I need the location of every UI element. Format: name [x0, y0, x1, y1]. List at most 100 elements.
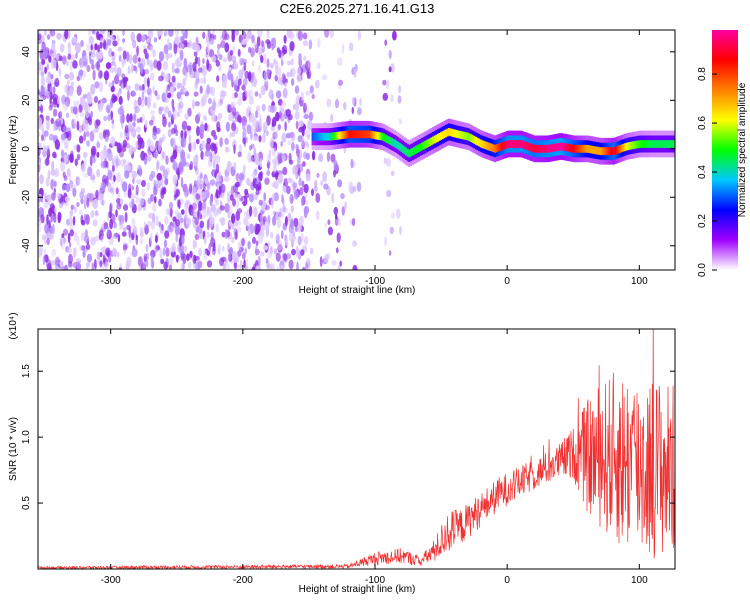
ridge-cell — [390, 137, 393, 146]
noise-speck — [205, 141, 211, 153]
noise-speck — [131, 170, 137, 179]
noise-speck — [233, 63, 239, 70]
noise-speck — [122, 144, 127, 153]
noise-speck — [202, 58, 205, 64]
ridge-cell — [395, 140, 398, 149]
noise-speck — [95, 209, 98, 216]
noise-speck — [203, 76, 206, 85]
ridge-cell — [427, 139, 430, 147]
ridge-cell — [533, 144, 536, 153]
noise-speck — [297, 167, 301, 177]
noise-speck — [94, 81, 100, 89]
noise-speck — [298, 120, 304, 127]
noise-speck — [38, 145, 43, 152]
noise-speck — [242, 252, 246, 260]
noise-speck — [222, 263, 227, 270]
noise-speck — [258, 64, 261, 74]
y-tick-label: 0 — [21, 146, 32, 152]
noise-speck — [255, 105, 261, 112]
noise-speck — [78, 58, 83, 66]
noise-speck — [194, 80, 198, 90]
noise-speck — [173, 109, 178, 119]
noise-speck — [302, 161, 306, 167]
noise-speck — [62, 125, 68, 133]
noise-speck — [158, 75, 164, 82]
ridge-cell — [563, 143, 566, 151]
noise-speck — [110, 187, 114, 193]
noise-speck — [230, 101, 236, 108]
noise-speck — [305, 153, 310, 160]
ridge-cell — [619, 145, 622, 153]
ridge-cell — [486, 142, 489, 150]
noise-speck — [209, 212, 213, 220]
ridge-cell — [519, 140, 522, 148]
noise-speck — [277, 153, 282, 165]
ridge-cell — [625, 142, 628, 151]
noise-speck — [164, 230, 170, 239]
ridge-cell — [546, 144, 549, 153]
chart-title: C2E6.2025.271.16.41.G13 — [280, 1, 435, 16]
noise-speck — [224, 137, 229, 145]
noise-speck — [228, 203, 233, 215]
noise-speck — [253, 193, 258, 201]
ridge-cell — [460, 131, 463, 139]
noise-speck — [153, 183, 159, 194]
noise-speck — [284, 239, 289, 246]
noise-speck — [231, 31, 235, 43]
noise-speck — [211, 246, 216, 256]
noise-speck — [245, 90, 251, 99]
spectrogram-image — [38, 30, 675, 270]
noise-speck — [67, 41, 71, 50]
noise-speck — [195, 167, 199, 176]
noise-speck — [246, 221, 250, 229]
noise-speck — [187, 261, 192, 269]
noise-speck — [69, 153, 74, 163]
noise-speck — [324, 30, 330, 38]
noise-speck — [124, 170, 130, 179]
noise-speck — [182, 77, 186, 87]
ridge-cell — [362, 130, 365, 139]
noise-speck — [73, 101, 77, 108]
noise-speck — [281, 154, 286, 162]
noise-speck — [148, 119, 154, 126]
noise-speck — [206, 84, 210, 95]
noise-speck — [192, 99, 195, 110]
noise-speck — [139, 237, 144, 245]
noise-speck — [233, 144, 236, 155]
ridge-cell — [455, 130, 458, 138]
ridge-cell — [444, 129, 447, 138]
ridge-cell — [438, 133, 441, 141]
noise-speck — [194, 56, 199, 65]
colorbar-tick-label: 0.4 — [697, 165, 708, 179]
noise-speck — [107, 182, 112, 193]
noise-speck — [76, 75, 82, 82]
noise-speck — [195, 114, 200, 124]
noise-speck — [78, 69, 84, 77]
noise-speck — [287, 177, 293, 184]
spectrogram-y-ticks: -40 -20 0 20 40 — [21, 46, 675, 253]
noise-speck — [181, 87, 187, 94]
ridge-cell — [508, 140, 511, 148]
noise-speck — [61, 184, 67, 191]
noise-speck — [190, 141, 194, 153]
noise-speck — [178, 199, 181, 210]
noise-speck — [90, 111, 93, 118]
noise-speck — [159, 247, 163, 259]
noise-speck — [101, 97, 107, 104]
noise-speck — [85, 130, 90, 138]
noise-speck — [107, 114, 112, 121]
ridge-cell — [336, 131, 339, 140]
ridge-cell — [597, 146, 600, 155]
noise-speck — [215, 141, 219, 148]
ridge-cell — [612, 147, 615, 156]
noise-speck — [388, 49, 392, 60]
noise-speck — [216, 173, 222, 183]
noise-speck — [116, 35, 120, 43]
noise-speck — [352, 240, 357, 247]
noise-speck — [273, 248, 278, 255]
noise-speck — [294, 111, 300, 120]
ridge-cell — [609, 147, 612, 156]
spectrogram-x-ticks: -300 -200 -100 0 100 — [101, 30, 648, 287]
noise-speck — [90, 174, 96, 181]
noise-speck — [290, 67, 296, 78]
